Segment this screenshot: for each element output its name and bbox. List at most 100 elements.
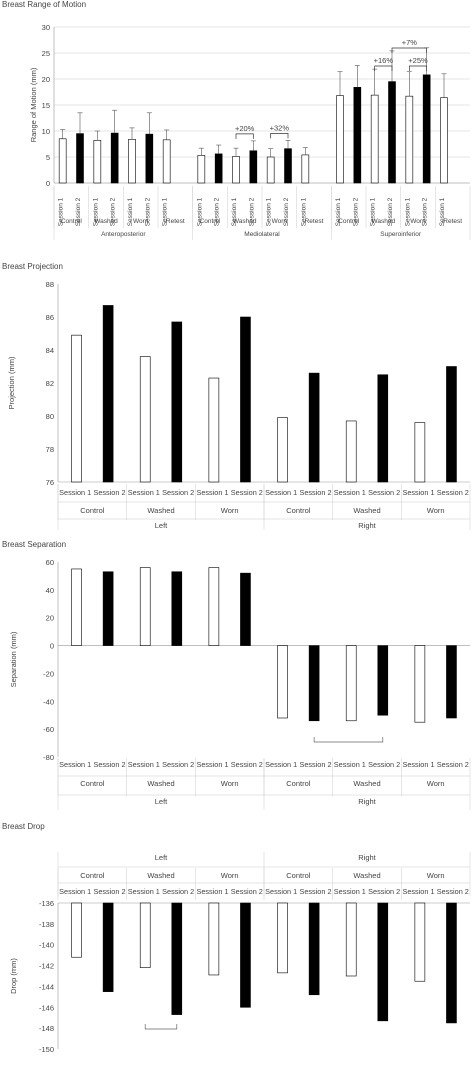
- bar: [377, 902, 389, 1022]
- session-label: Session 2: [299, 760, 331, 769]
- y-tick-label: 60: [46, 558, 54, 567]
- side-label: Left: [155, 853, 168, 862]
- y-tick-label: -142: [39, 962, 54, 971]
- bar: [240, 572, 251, 646]
- session-label: Session 1: [334, 760, 366, 769]
- session-label: Session 1: [300, 197, 307, 226]
- session-label: Session 2: [368, 887, 400, 896]
- annotation-bracket: [270, 133, 289, 139]
- bar: [266, 156, 275, 184]
- y-tick-label: 30: [42, 23, 50, 32]
- range-of-motion-title: Breast Range of Motion: [2, 0, 87, 9]
- y-tick-label: 76: [46, 478, 54, 487]
- annotation-bracket: [374, 65, 393, 71]
- session-label: Session 2: [387, 197, 394, 226]
- annotation-span-label: +7%: [402, 38, 418, 47]
- side-label: Left: [155, 797, 168, 806]
- condition-label: Control: [80, 506, 105, 515]
- bar: [162, 139, 171, 184]
- y-tick-label: -136: [39, 899, 54, 908]
- bar: [145, 133, 154, 184]
- bar: [277, 645, 288, 719]
- session-label: Session 2: [93, 887, 125, 896]
- bar: [240, 902, 251, 1008]
- session-label: Session 1: [439, 197, 446, 226]
- condition-label: Control: [286, 871, 311, 880]
- bar: [232, 156, 240, 184]
- y-tick-label: 0: [50, 642, 54, 651]
- condition-label: Control: [338, 218, 360, 225]
- y-tick-label: 88: [46, 280, 54, 289]
- condition-label: Worn: [272, 218, 288, 225]
- bar: [377, 645, 389, 716]
- direction-label: Mediolateral: [244, 231, 280, 238]
- session-label: Session 2: [437, 488, 469, 497]
- bar: [102, 571, 114, 646]
- y-tick-label: 84: [46, 346, 54, 355]
- y-tick-label: -150: [39, 1045, 54, 1054]
- session-label: Session 1: [162, 197, 169, 226]
- bar: [71, 902, 82, 958]
- y-tick-label: 78: [46, 445, 54, 454]
- bar: [208, 567, 220, 646]
- annotation-label: +25%: [408, 56, 428, 65]
- range-of-motion-chart: 0 5 10 15 20 25 30 Range of Motion (mm) Session …: [29, 23, 471, 240]
- condition-label: Worn: [427, 871, 445, 880]
- session-label: Session 1: [334, 488, 366, 497]
- session-label: Session 2: [248, 197, 255, 226]
- side-label: Right: [358, 853, 376, 862]
- annotation-label: +16%: [374, 56, 394, 65]
- y-tick-label: -148: [39, 1024, 54, 1033]
- bar: [277, 417, 288, 483]
- condition-label: Washed: [147, 779, 174, 788]
- session-label: Session 1: [265, 760, 297, 769]
- bar: [208, 377, 220, 483]
- session-label: Session 1: [335, 197, 342, 226]
- annotation-bracket: [235, 133, 254, 139]
- y-tick-label: -146: [39, 1003, 54, 1012]
- condition-label: Control: [80, 779, 105, 788]
- condition-label: Washed: [94, 218, 118, 225]
- session-label: Session 2: [299, 488, 331, 497]
- session-label: Session 1: [128, 887, 160, 896]
- y-tick-label: -60: [43, 725, 54, 734]
- condition-label: Control: [286, 779, 311, 788]
- condition-label: Control: [200, 218, 222, 225]
- bar: [440, 97, 448, 184]
- y-tick-label: -20: [43, 669, 54, 678]
- bar: [414, 645, 426, 723]
- session-label: Session 1: [128, 488, 160, 497]
- condition-label: Washed: [147, 871, 174, 880]
- session-label: Session 2: [93, 760, 125, 769]
- session-label: Session 1: [59, 887, 91, 896]
- bar: [377, 374, 389, 483]
- annotation-label: +32%: [270, 123, 290, 132]
- side-label: Right: [358, 521, 376, 530]
- bar: [370, 94, 379, 184]
- session-label: Session 1: [127, 197, 134, 226]
- direction-label: Anteroposterior: [101, 231, 146, 238]
- session-label: Session 1: [334, 887, 366, 896]
- session-label: Session 1: [128, 760, 160, 769]
- projection-panel: Breast Projection 76 78 80 82 84 86 88 Projecti…: [0, 262, 474, 530]
- drop-panel: Breast Drop Left Right -150 -148 -146 -144 -14…: [0, 822, 474, 1060]
- session-label: Session 2: [144, 197, 151, 226]
- bar: [308, 372, 320, 483]
- bar: [214, 153, 223, 184]
- y-tick-label: 82: [46, 379, 54, 388]
- condition-label: Retest: [166, 218, 185, 225]
- session-label: Session 1: [196, 760, 228, 769]
- bar: [102, 902, 114, 992]
- y-tick-label: 40: [46, 586, 54, 595]
- session-label: Session 1: [58, 197, 65, 226]
- y-axis-label: Drop (mm): [9, 958, 18, 994]
- bar: [58, 138, 67, 184]
- y-tick-label: -80: [43, 753, 54, 762]
- condition-label: Worn: [133, 218, 149, 225]
- y-tick-label: 20: [46, 614, 54, 623]
- bar: [405, 95, 414, 184]
- bar: [240, 316, 251, 483]
- condition-label: Worn: [221, 506, 239, 515]
- bar: [308, 645, 320, 722]
- bar: [446, 366, 457, 483]
